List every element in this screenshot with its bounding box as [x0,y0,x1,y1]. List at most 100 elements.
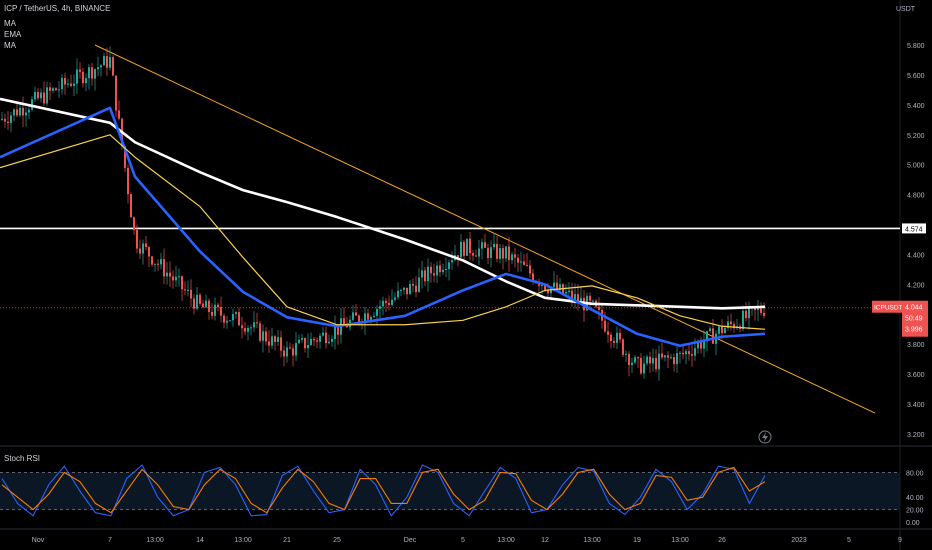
candle-body [211,311,213,316]
candle-body [724,328,726,334]
candle-body [505,246,507,259]
candle-body [670,357,672,359]
indicator-label-ma[interactable]: MA [4,19,16,28]
time-tick-label: Dec [404,537,417,544]
candle-body [25,112,27,116]
candle-body [661,353,663,358]
candle-body [247,327,249,332]
candle-body [133,217,135,231]
candle-body [637,357,639,359]
candle-body [697,342,699,349]
candle-body [508,246,510,261]
time-tick-label: 25 [333,537,341,544]
candle-body [526,264,528,266]
candle-body [613,341,615,343]
candle-body [58,89,60,91]
price-tick-label: 3.200 [907,432,925,439]
candle-body [619,332,621,340]
price-tick-label: 3.800 [907,342,925,349]
candle-body [631,362,633,365]
price-tag-countdown: 50:49 [905,316,923,323]
candle-body [424,270,426,282]
candle-body [409,283,411,295]
candle-body [61,77,63,90]
candle-body [145,243,147,247]
trendline [94,44,876,414]
lightning-icon [758,430,772,444]
candle-body [700,342,702,349]
candle-body [667,355,669,358]
price-tick-label: 4.800 [907,193,925,200]
indicator-label-ema[interactable]: EMA [4,30,22,39]
time-tick-label: 26 [718,537,726,544]
candle-body [754,307,756,311]
rsi-tick-label: 20.00 [906,508,924,515]
candle-body [457,255,459,258]
ma-long-line [0,97,766,310]
candle-body [175,276,177,281]
candle-body [541,284,543,286]
candle-body [31,99,33,110]
candle-body [385,300,387,303]
candle-body [481,242,483,249]
candle-body [13,109,15,116]
indicator-label-ma-2[interactable]: MA [4,41,16,50]
candle-body [307,345,309,349]
candle-body [79,69,81,72]
candle-body [721,326,723,334]
candle-body [286,347,288,357]
candle-body [622,339,624,355]
candle-body [472,253,474,256]
candle-body [655,358,657,370]
time-tick-label: Nov [32,537,45,544]
candle-body [373,315,375,317]
candle-body [688,351,690,355]
candle-body [709,328,711,332]
candle-body [616,332,618,343]
candle-body [343,318,345,325]
candle-body [334,327,336,339]
candle-body [10,115,12,124]
candle-body [223,315,225,323]
candle-body [64,77,66,85]
candle-body [718,326,720,334]
candle-body [301,338,303,340]
price-tick-label: 5.200 [907,133,925,140]
candle-body [694,348,696,356]
time-tick-label: 13:00 [146,537,164,544]
candle-body [4,118,6,122]
candle-body [283,350,285,357]
candle-body [337,327,339,335]
stoch-d-line [1,466,766,514]
candle-body [226,320,228,323]
candle-body [394,297,396,300]
candle-body [442,269,444,273]
candle-body [706,331,708,342]
resistance-tag [902,223,926,234]
candle-body [544,284,546,291]
candle-body [232,313,234,321]
candle-body [313,338,315,341]
candle-body [370,316,372,320]
candle-body [202,303,204,308]
candle-body [673,357,675,365]
candle-body [37,92,39,99]
candle-body [322,332,324,336]
candle-body [94,69,96,79]
candle-body [289,347,291,349]
price-tick-label: 5.600 [907,73,925,80]
stoch-rsi-label[interactable]: Stoch RSI [4,454,41,463]
candle-body [205,300,207,308]
candle-body [1,118,3,120]
price-tick-label: 4.200 [907,282,925,289]
candle-body [484,242,486,248]
symbol-title[interactable]: ICP / TetherUS, 4h, BINANCE [4,4,111,13]
candle-body [568,290,570,292]
candle-body [712,328,714,344]
candle-body [610,334,612,342]
candle-body [220,307,222,316]
candle-body [355,312,357,316]
candle-body [157,263,159,265]
candle-body [433,273,435,276]
